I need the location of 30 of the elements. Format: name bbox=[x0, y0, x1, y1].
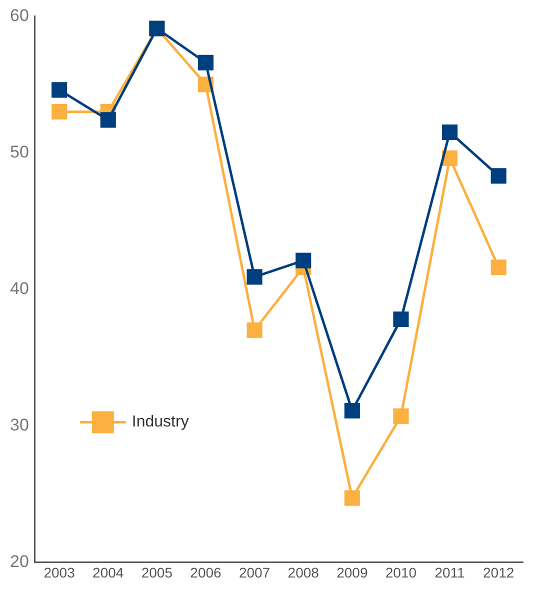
x-tick-label: 2003 bbox=[44, 564, 76, 580]
y-tick-label: 40 bbox=[10, 278, 29, 298]
legend-label: Industry bbox=[132, 414, 189, 431]
x-tick-label: 2011 bbox=[434, 564, 466, 580]
x-tick-label: 2009 bbox=[336, 564, 368, 580]
x-tick-label: 2004 bbox=[92, 564, 124, 580]
y-tick-label: 30 bbox=[10, 415, 29, 434]
point bbox=[393, 408, 409, 424]
point bbox=[198, 54, 214, 70]
x-tick-label: 2010 bbox=[385, 564, 417, 580]
x-tick-label: 2008 bbox=[288, 564, 320, 580]
point bbox=[344, 490, 360, 506]
y-tick-label: 50 bbox=[10, 142, 29, 162]
point bbox=[344, 402, 360, 418]
x-tick-label: 2007 bbox=[238, 564, 270, 580]
point bbox=[296, 252, 312, 268]
point bbox=[393, 311, 409, 328]
x-tick-label: 2012 bbox=[483, 564, 514, 580]
point bbox=[490, 168, 506, 184]
point bbox=[246, 269, 262, 285]
point bbox=[442, 124, 458, 140]
point bbox=[246, 322, 262, 338]
x-tick-label: 2005 bbox=[141, 564, 173, 580]
x-tick-label: 2006 bbox=[190, 564, 222, 580]
y-tick-label: 20 bbox=[10, 552, 29, 571]
point bbox=[490, 260, 506, 276]
point bbox=[100, 112, 116, 128]
point bbox=[52, 82, 68, 98]
point bbox=[52, 104, 68, 120]
y-tick-label: 60 bbox=[10, 6, 29, 25]
